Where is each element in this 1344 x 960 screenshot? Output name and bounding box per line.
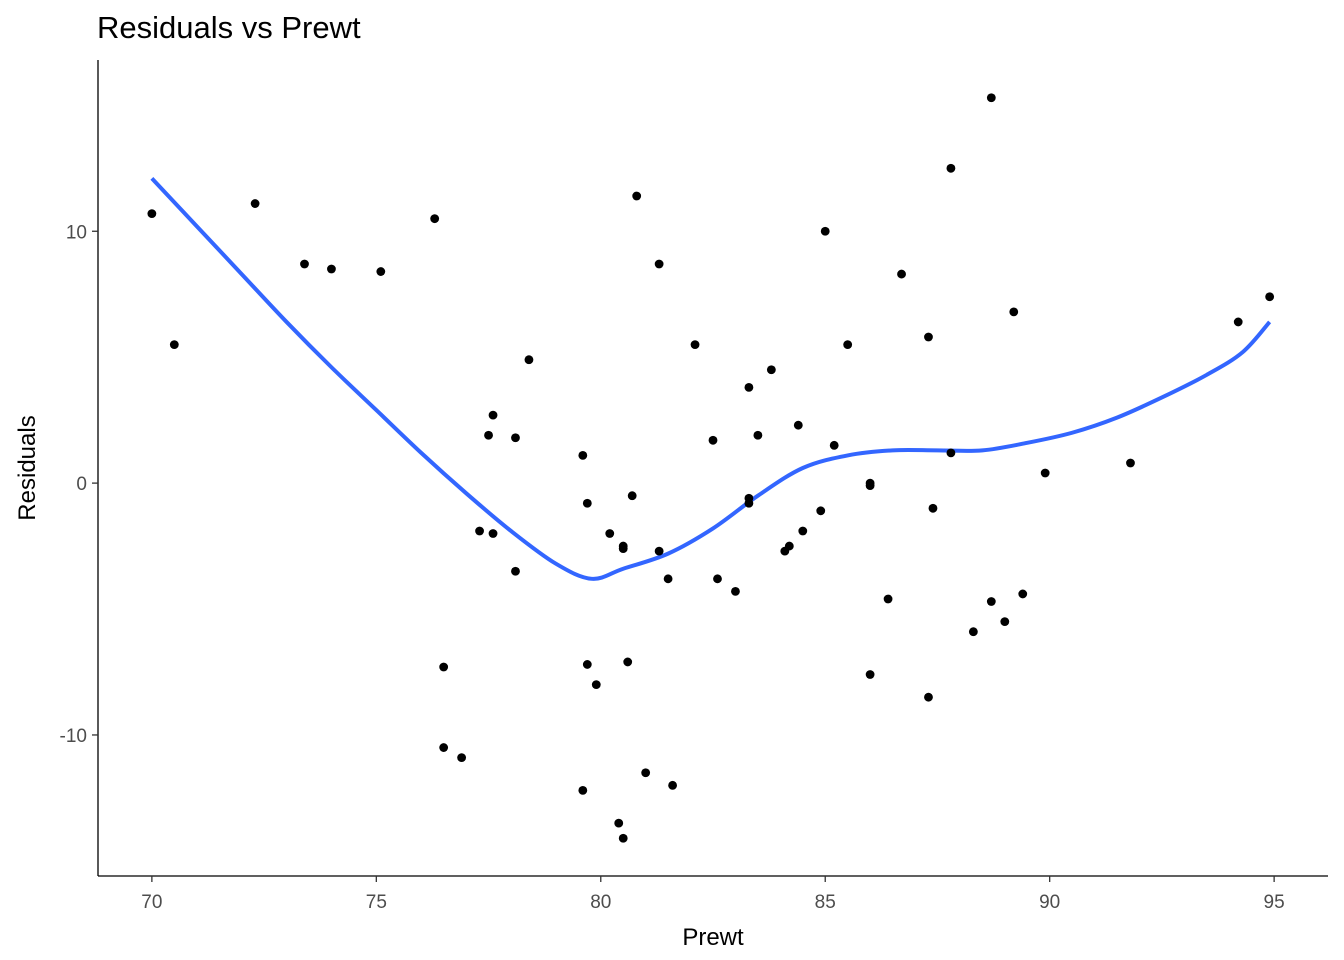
data-point	[524, 355, 534, 365]
data-point	[654, 546, 664, 556]
data-point	[946, 163, 956, 173]
data-point	[578, 785, 588, 795]
data-point	[744, 383, 754, 392]
points-layer	[147, 93, 1275, 843]
data-point	[865, 670, 875, 679]
data-point	[766, 365, 776, 375]
x-axis-title: Prewt	[682, 924, 744, 951]
x-tick-label: 70	[141, 892, 162, 913]
y-axis-ticks: -10 0 10	[60, 222, 98, 747]
data-point	[946, 448, 956, 458]
data-point	[632, 191, 642, 201]
data-point	[793, 420, 803, 430]
data-point	[511, 566, 520, 576]
data-point	[1233, 317, 1243, 327]
data-point	[582, 660, 592, 669]
data-point	[1018, 589, 1028, 599]
smooth-layer	[150, 177, 1272, 581]
data-point	[883, 594, 893, 604]
data-point	[690, 340, 700, 349]
data-point	[816, 506, 826, 516]
data-point	[744, 498, 754, 508]
data-point	[986, 597, 996, 606]
data-point	[668, 780, 677, 790]
data-point	[250, 199, 260, 208]
x-axis-ticks: 70 75 80 85 90 95	[141, 876, 1285, 913]
data-point	[713, 574, 722, 584]
data-point	[798, 526, 808, 536]
data-point	[475, 526, 484, 536]
smooth-line	[150, 177, 1272, 581]
data-point	[1040, 468, 1050, 478]
data-point	[1009, 307, 1019, 317]
data-point	[641, 768, 651, 778]
x-tick-label: 85	[815, 892, 836, 913]
data-point	[829, 440, 839, 450]
data-point	[618, 541, 628, 551]
x-tick-label: 90	[1039, 892, 1060, 913]
data-point	[147, 209, 157, 219]
data-point	[591, 680, 601, 689]
data-point	[924, 692, 933, 702]
x-tick-label: 80	[590, 892, 611, 913]
data-point	[986, 93, 996, 103]
y-tick-label: 0	[76, 474, 87, 495]
data-point	[784, 541, 794, 551]
data-point	[618, 833, 628, 843]
x-tick-label: 95	[1264, 892, 1285, 913]
data-point	[1000, 617, 1010, 627]
data-point	[843, 340, 853, 349]
y-tick-label: 10	[66, 222, 87, 243]
data-point	[488, 529, 498, 538]
data-point	[439, 743, 449, 752]
y-tick-label: -10	[60, 726, 87, 747]
data-point	[327, 264, 336, 274]
data-point	[968, 627, 978, 637]
data-point	[753, 430, 763, 440]
data-point	[1126, 458, 1135, 468]
data-point	[1265, 292, 1275, 302]
data-point	[605, 529, 615, 538]
data-point	[430, 214, 440, 224]
data-point	[654, 259, 664, 269]
y-axis-title: Residuals	[14, 415, 41, 520]
data-point	[169, 340, 179, 349]
data-point	[376, 267, 386, 276]
data-point	[300, 259, 309, 269]
data-point	[928, 503, 938, 513]
data-point	[484, 430, 493, 440]
data-point	[865, 478, 875, 488]
data-point	[439, 662, 449, 672]
data-point	[511, 433, 520, 443]
data-point	[578, 451, 588, 460]
x-tick-label: 75	[366, 892, 387, 913]
data-point	[457, 753, 467, 763]
data-point	[897, 269, 906, 279]
chart-title: Residuals vs Prewt	[97, 10, 361, 45]
data-point	[488, 410, 498, 420]
data-point	[663, 574, 673, 584]
data-point	[924, 332, 933, 342]
data-point	[582, 498, 592, 508]
data-point	[614, 818, 624, 828]
data-point	[708, 435, 718, 445]
data-point	[627, 491, 637, 501]
data-point	[731, 587, 740, 596]
data-point	[820, 226, 830, 236]
data-point	[623, 657, 633, 667]
